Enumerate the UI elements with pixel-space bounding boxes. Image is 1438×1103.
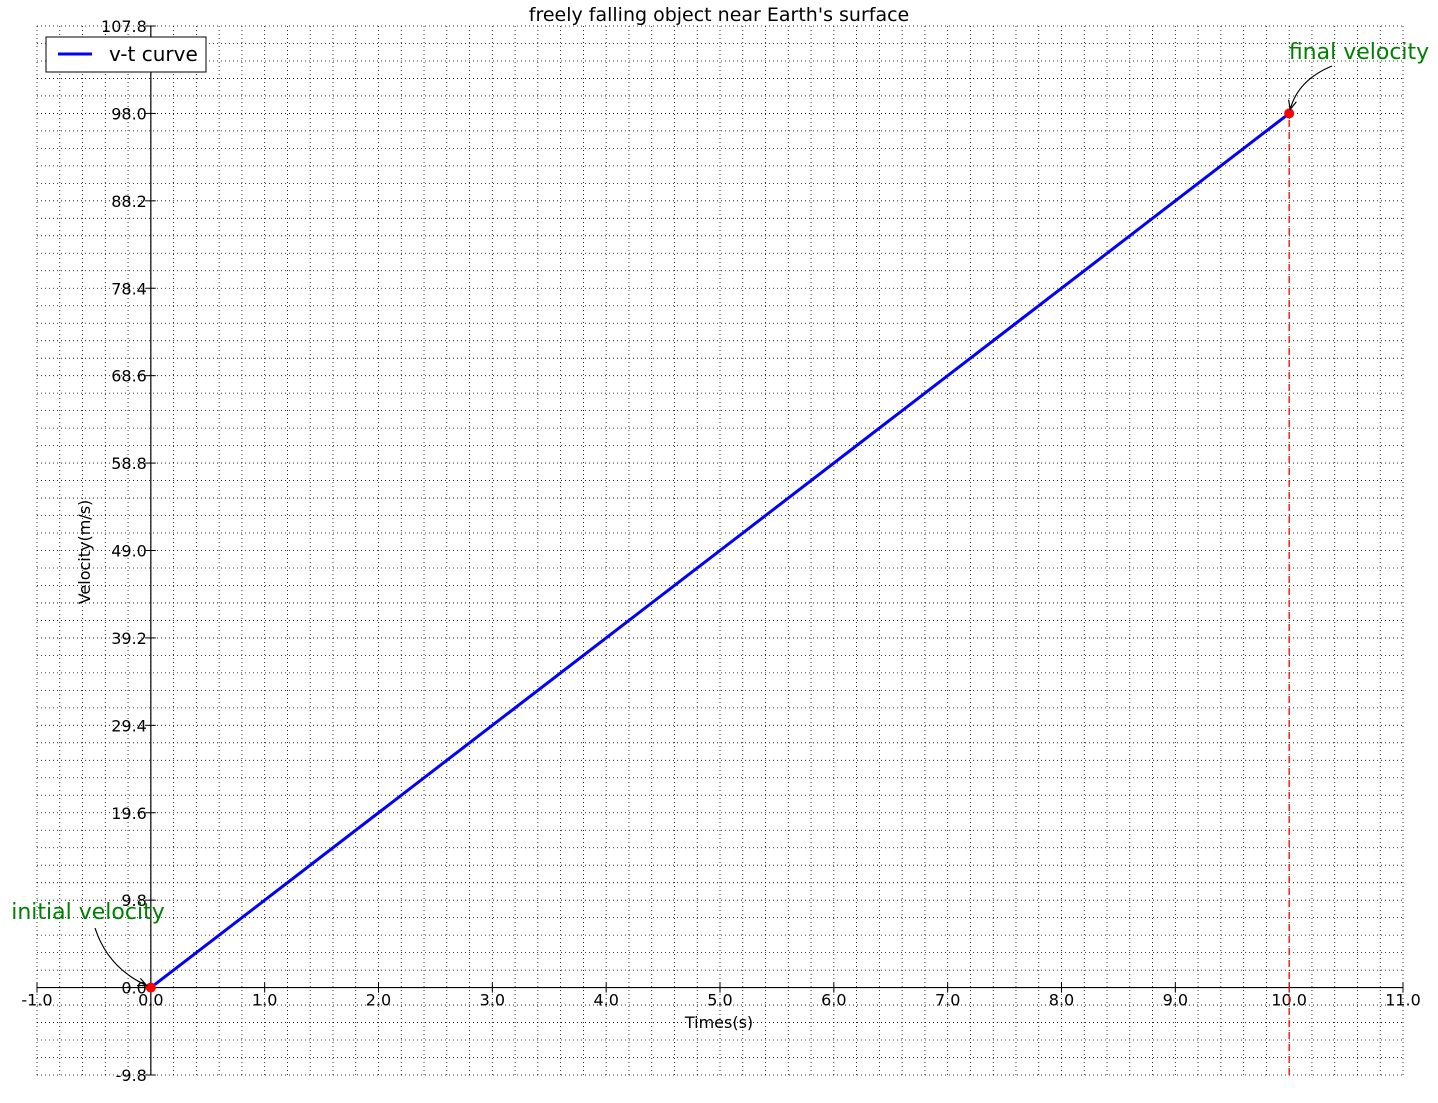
y-tick-label: 88.2 xyxy=(111,192,147,211)
x-tick-label: 11.0 xyxy=(1385,991,1421,1010)
legend-label-v-t-curve: v-t curve xyxy=(109,42,198,66)
y-tick-label: 58.8 xyxy=(111,454,147,473)
x-tick-label: 9.0 xyxy=(1163,991,1188,1010)
annotations: initial velocity final velocity xyxy=(11,40,1429,986)
y-tick-label: 68.6 xyxy=(111,367,147,386)
chart-title: freely falling object near Earth's surfa… xyxy=(529,4,909,26)
y-tick-label: 0.0 xyxy=(121,979,146,998)
data-points xyxy=(145,108,1295,993)
y-tick-label: 98.0 xyxy=(111,104,147,123)
y-tick-label: 29.4 xyxy=(111,716,147,735)
x-axis-title: Times(s) xyxy=(684,1013,753,1032)
annotation-arrow-initial xyxy=(94,927,147,986)
y-tick-label: 78.4 xyxy=(111,279,147,298)
annotation-initial-velocity: initial velocity xyxy=(11,900,164,925)
x-tick-label: -1.0 xyxy=(21,991,52,1010)
legend: v-t curve xyxy=(45,36,207,73)
data-point xyxy=(145,982,156,993)
x-tick-label: 0.0 xyxy=(138,991,163,1010)
y-tick-label: 49.0 xyxy=(111,542,147,561)
y-tick-labels: -9.8 0.0 9.8 19.6 29.4 39.2 49.0 58.8 68.6 78.4 88… xyxy=(101,17,147,1085)
y-tick-label: -9.8 xyxy=(116,1066,147,1085)
x-tick-label: 2.0 xyxy=(366,991,391,1010)
data-point xyxy=(1284,108,1295,119)
x-tick-label: 4.0 xyxy=(593,991,618,1010)
axes xyxy=(36,25,1404,1076)
x-tick-label: 3.0 xyxy=(480,991,505,1010)
series-line-v-t-curve xyxy=(149,112,1291,989)
series xyxy=(149,112,1291,989)
annotation-final-velocity: final velocity xyxy=(1289,40,1429,65)
y-tick-label: 19.6 xyxy=(111,804,147,823)
y-tick-label: 107.8 xyxy=(101,17,147,36)
x-tick-label: 6.0 xyxy=(821,991,846,1010)
y-tick-label: 9.8 xyxy=(121,891,146,910)
x-tick-label: 5.0 xyxy=(707,991,732,1010)
annotation-arrow-final xyxy=(1290,65,1333,109)
x-tick-labels: -1.0 0.0 1.0 2.0 3.0 4.0 5.0 6.0 7.0 8.0 9.0 10.0 11… xyxy=(21,991,1420,1010)
x-tick-label: 1.0 xyxy=(252,991,277,1010)
x-tick-label: 7.0 xyxy=(935,991,960,1010)
x-tick-label: 8.0 xyxy=(1049,991,1074,1010)
y-tick-label: 39.2 xyxy=(111,629,147,648)
y-axis-title: Velocity(m/s) xyxy=(75,500,94,605)
